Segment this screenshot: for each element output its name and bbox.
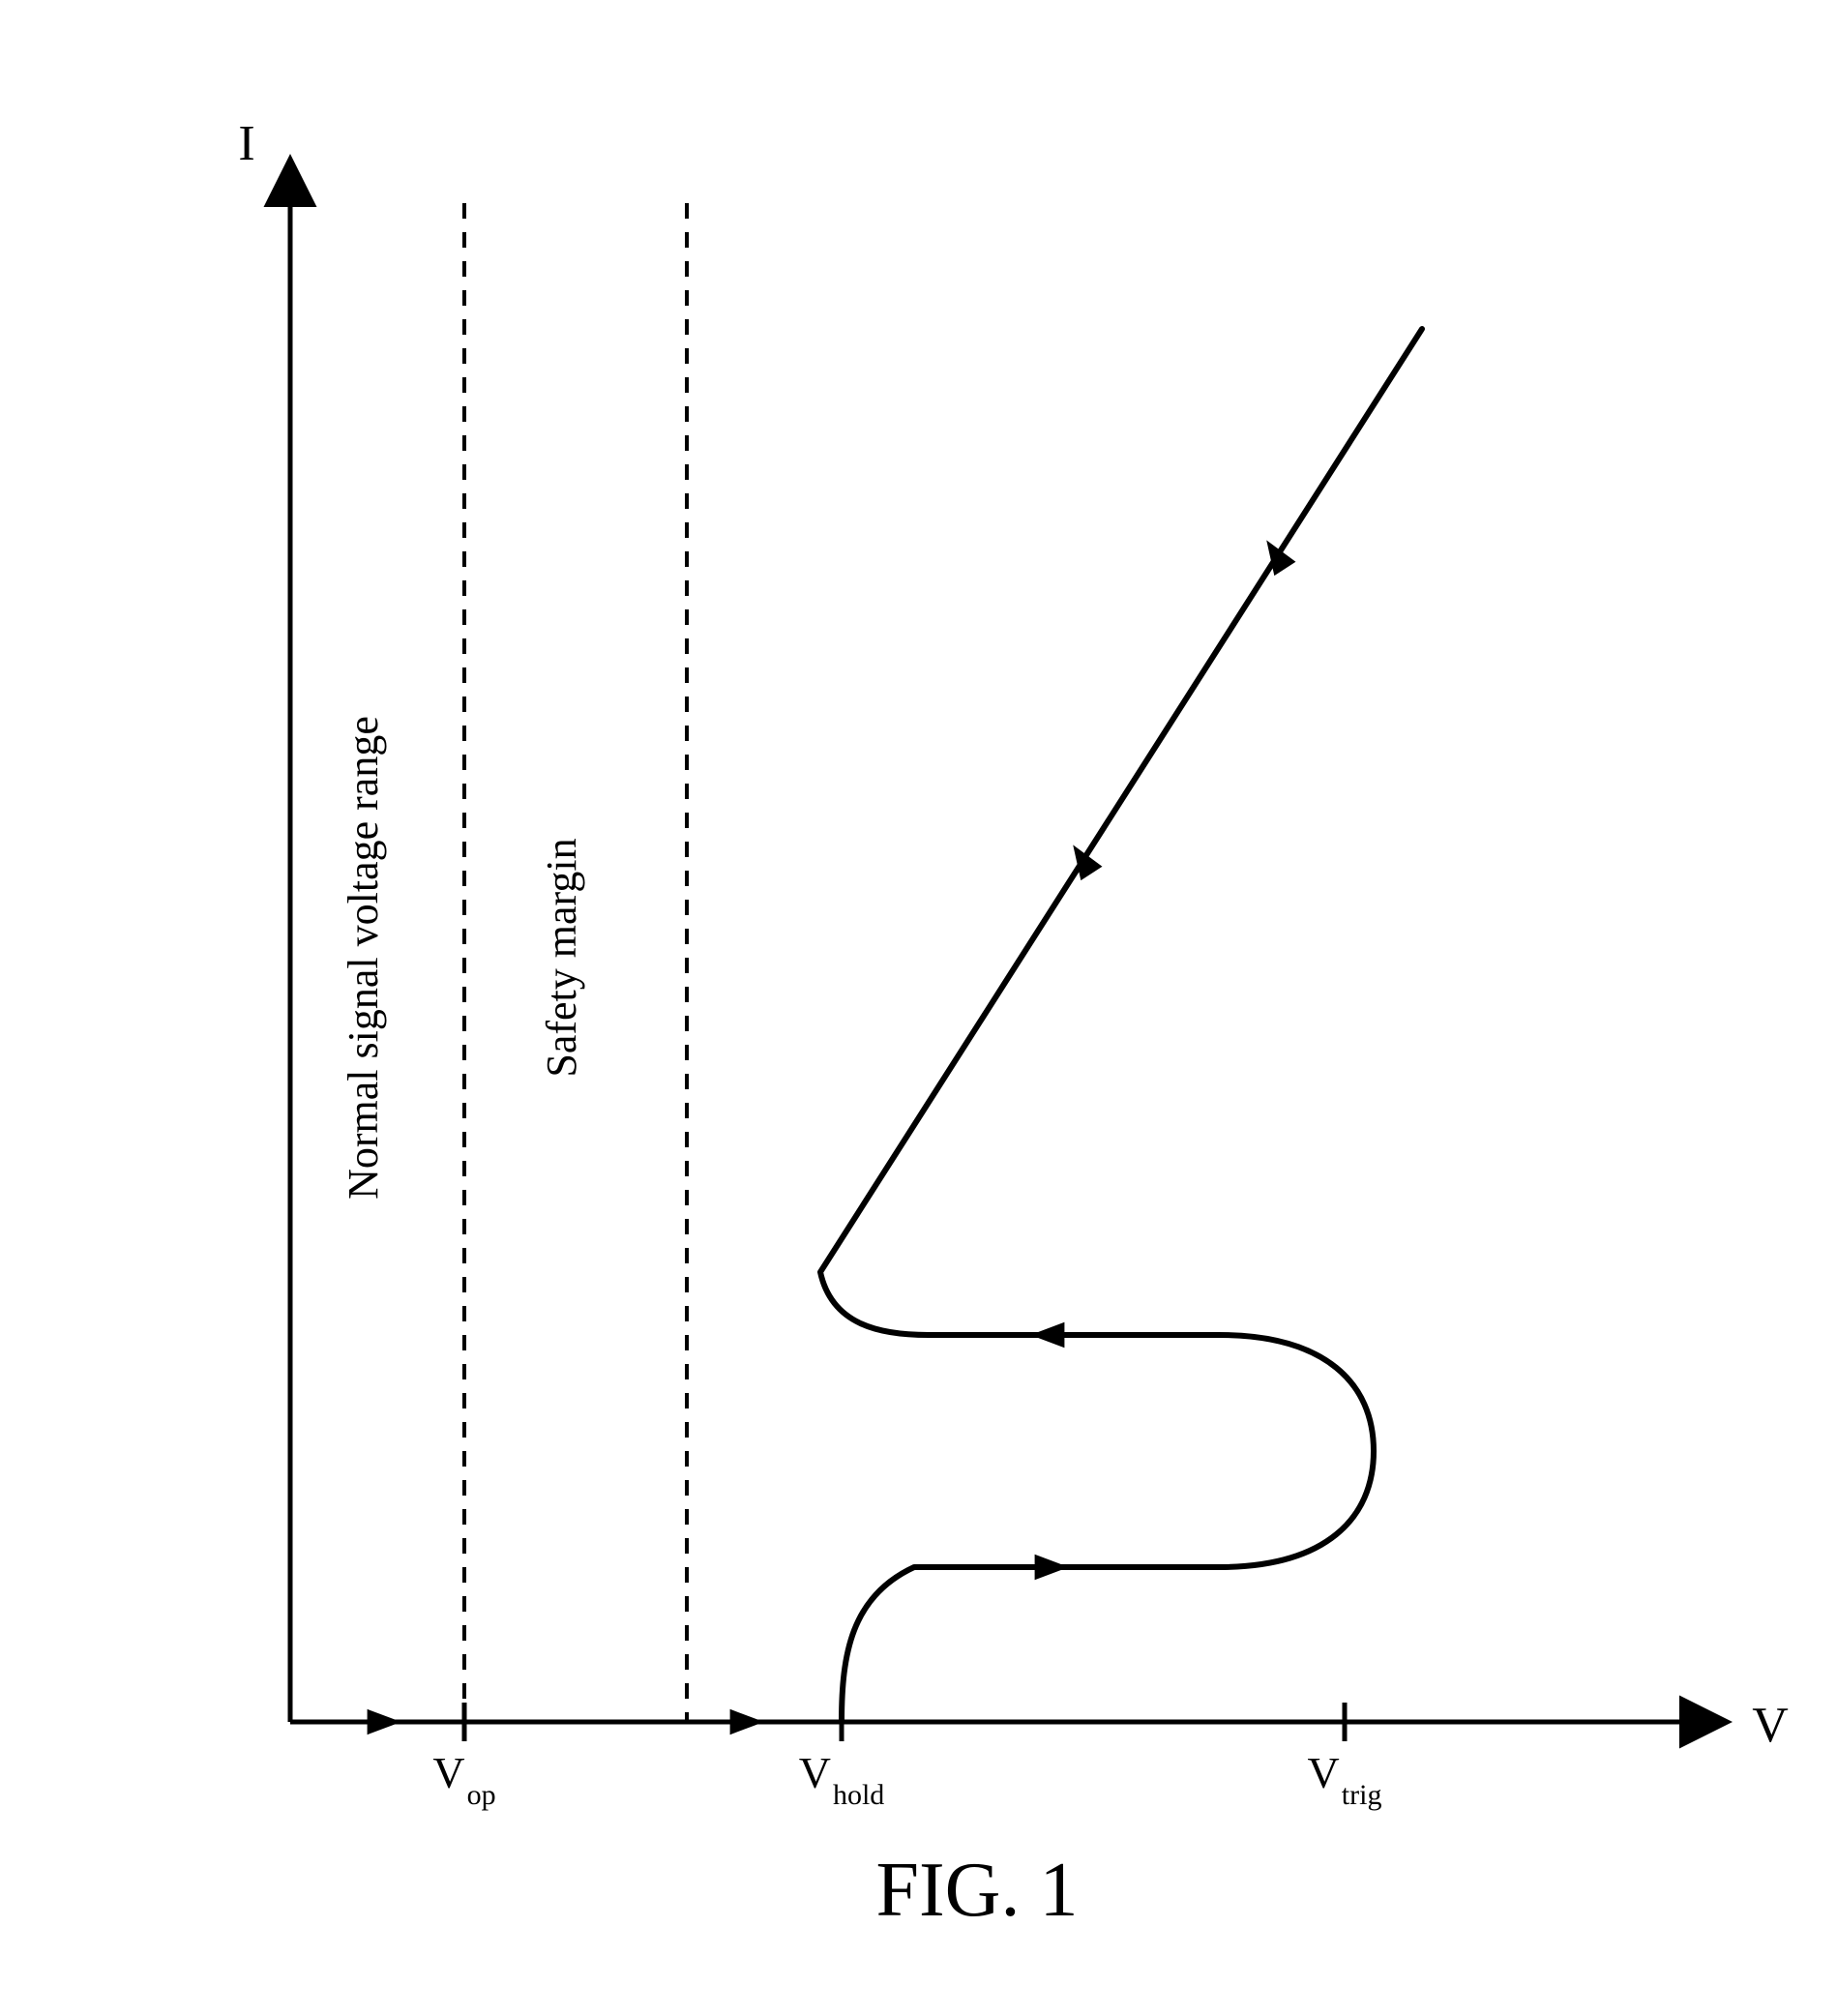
svg-text:Normal signal voltage range: Normal signal voltage range	[340, 716, 387, 1200]
figure-svg: V I Vop Vhold Vtrig Normal signal voltage ran…	[0, 0, 1837, 2016]
svg-text:I: I	[238, 116, 254, 171]
svg-text:V: V	[1752, 1698, 1789, 1753]
svg-text:Vhold: Vhold	[799, 1748, 885, 1811]
figure-canvas: V I Vop Vhold Vtrig Normal signal voltage ran…	[0, 0, 1837, 2016]
svg-text:FIG. 1: FIG. 1	[876, 1848, 1079, 1933]
svg-text:Vop: Vop	[432, 1748, 495, 1811]
svg-text:Vtrig: Vtrig	[1308, 1748, 1382, 1811]
svg-text:Safety margin: Safety margin	[538, 838, 585, 1077]
